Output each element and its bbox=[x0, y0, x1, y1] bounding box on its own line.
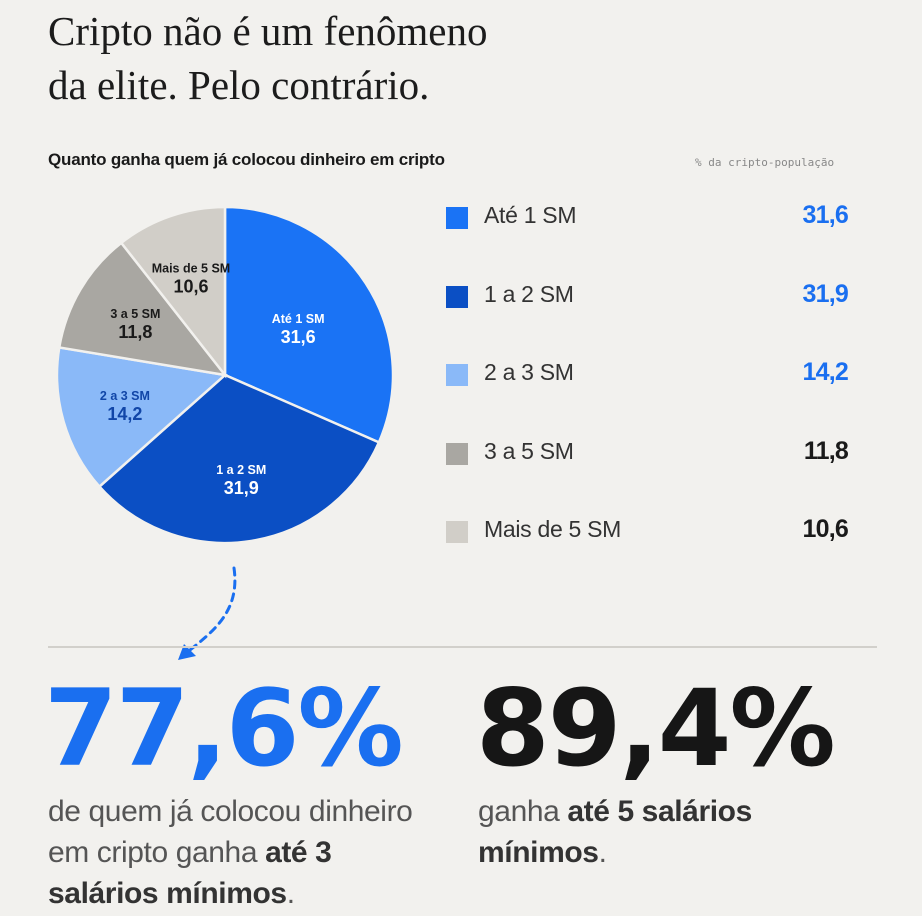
legend-label: Até 1 SM bbox=[484, 202, 577, 228]
legend-label: 2 a 3 SM bbox=[484, 359, 574, 385]
unit-note: % da cripto-população bbox=[695, 156, 835, 169]
pie-value-1-a-2-sm: 31,9 bbox=[224, 478, 259, 498]
legend-swatch bbox=[446, 442, 468, 465]
legend-item-mais-de-5-sm: Mais de 5 SM 10,6 bbox=[446, 510, 849, 589]
stat-number-1: 77,6% bbox=[44, 667, 404, 790]
pie-value-ate-1-sm: 31,6 bbox=[281, 327, 316, 347]
pie-label-2-a-3-sm: 2 a 3 SM bbox=[100, 389, 150, 403]
stat-caption-1: de quem já colocou dinheiro em cripto ga… bbox=[48, 791, 448, 914]
stat-caption-2-pre: ganha bbox=[478, 795, 568, 828]
legend-swatch bbox=[446, 521, 468, 543]
stat-number-2: 89,4% bbox=[476, 667, 836, 790]
pie-label-mais-de-5-sm: Mais de 5 SM bbox=[152, 262, 231, 276]
pie-slice-3-a-5-sm bbox=[57, 241, 228, 377]
legend-item-2-a-3-sm: 2 a 3 SM 14,2 bbox=[446, 353, 849, 432]
legend-value: 31,6 bbox=[802, 201, 849, 229]
pie-label-ate-1-sm: Até 1 SM bbox=[272, 312, 325, 326]
pie-value-2-a-3-sm: 14,2 bbox=[107, 404, 142, 424]
legend-swatch bbox=[446, 285, 468, 308]
legend-label: 3 a 5 SM bbox=[484, 437, 574, 464]
stat-caption-2: ganha até 5 salários mínimos. bbox=[478, 791, 838, 873]
dashed-arrow-icon bbox=[178, 566, 237, 660]
headline: Cripto não é um fenômeno da elite. Pelo … bbox=[48, 4, 488, 112]
legend-label: Mais de 5 SM bbox=[484, 516, 622, 542]
legend-item-1-a-2-sm: 1 a 2 SM 31,9 bbox=[446, 275, 849, 354]
legend: Até 1 SM 31,6 1 a 2 SM 31,9 2 a 3 SM 14,2 3 a … bbox=[446, 196, 849, 589]
divider bbox=[48, 646, 877, 648]
legend-value: 10,6 bbox=[802, 515, 849, 543]
legend-swatch bbox=[446, 207, 468, 229]
headline-line-2: da elite. Pelo contrário. bbox=[48, 62, 430, 108]
legend-label: 1 a 2 SM bbox=[484, 280, 574, 307]
stat-caption-1-pre: de quem já colocou dinheiro em cripto ga… bbox=[48, 795, 413, 869]
legend-value: 31,9 bbox=[802, 279, 849, 308]
pie-slice-1-a-2-sm bbox=[97, 373, 381, 545]
legend-value: 14,2 bbox=[802, 358, 849, 386]
pie-slice-ate-1-sm bbox=[223, 205, 395, 445]
pie-slice-mais-de-5-sm bbox=[119, 205, 227, 379]
pie-value-3-a-5-sm: 11,8 bbox=[118, 322, 152, 342]
stat-caption-2-bold: até 5 salários mínimos bbox=[478, 795, 752, 869]
stat-caption-1-bold: até 3 salários mínimos bbox=[48, 836, 332, 910]
legend-item-3-a-5-sm: 3 a 5 SM 11,8 bbox=[446, 432, 849, 511]
headline-line-1: Cripto não é um fenômeno bbox=[48, 8, 488, 54]
legend-value: 11,8 bbox=[803, 436, 849, 465]
pie-value-mais-de-5-sm: 10,6 bbox=[173, 277, 208, 297]
stat-caption-1-post: . bbox=[286, 877, 295, 910]
legend-item-ate-1-sm: Até 1 SM 31,6 bbox=[446, 196, 849, 275]
legend-swatch bbox=[446, 364, 468, 386]
pie-slice-2-a-3-sm bbox=[55, 346, 228, 489]
stat-caption-2-post: . bbox=[598, 836, 607, 869]
chart-title: Quanto ganha quem já colocou dinheiro em… bbox=[48, 150, 445, 169]
pie-label-1-a-2-sm: 1 a 2 SM bbox=[216, 463, 266, 477]
pie-label-3-a-5-sm: 3 a 5 SM bbox=[110, 307, 160, 321]
